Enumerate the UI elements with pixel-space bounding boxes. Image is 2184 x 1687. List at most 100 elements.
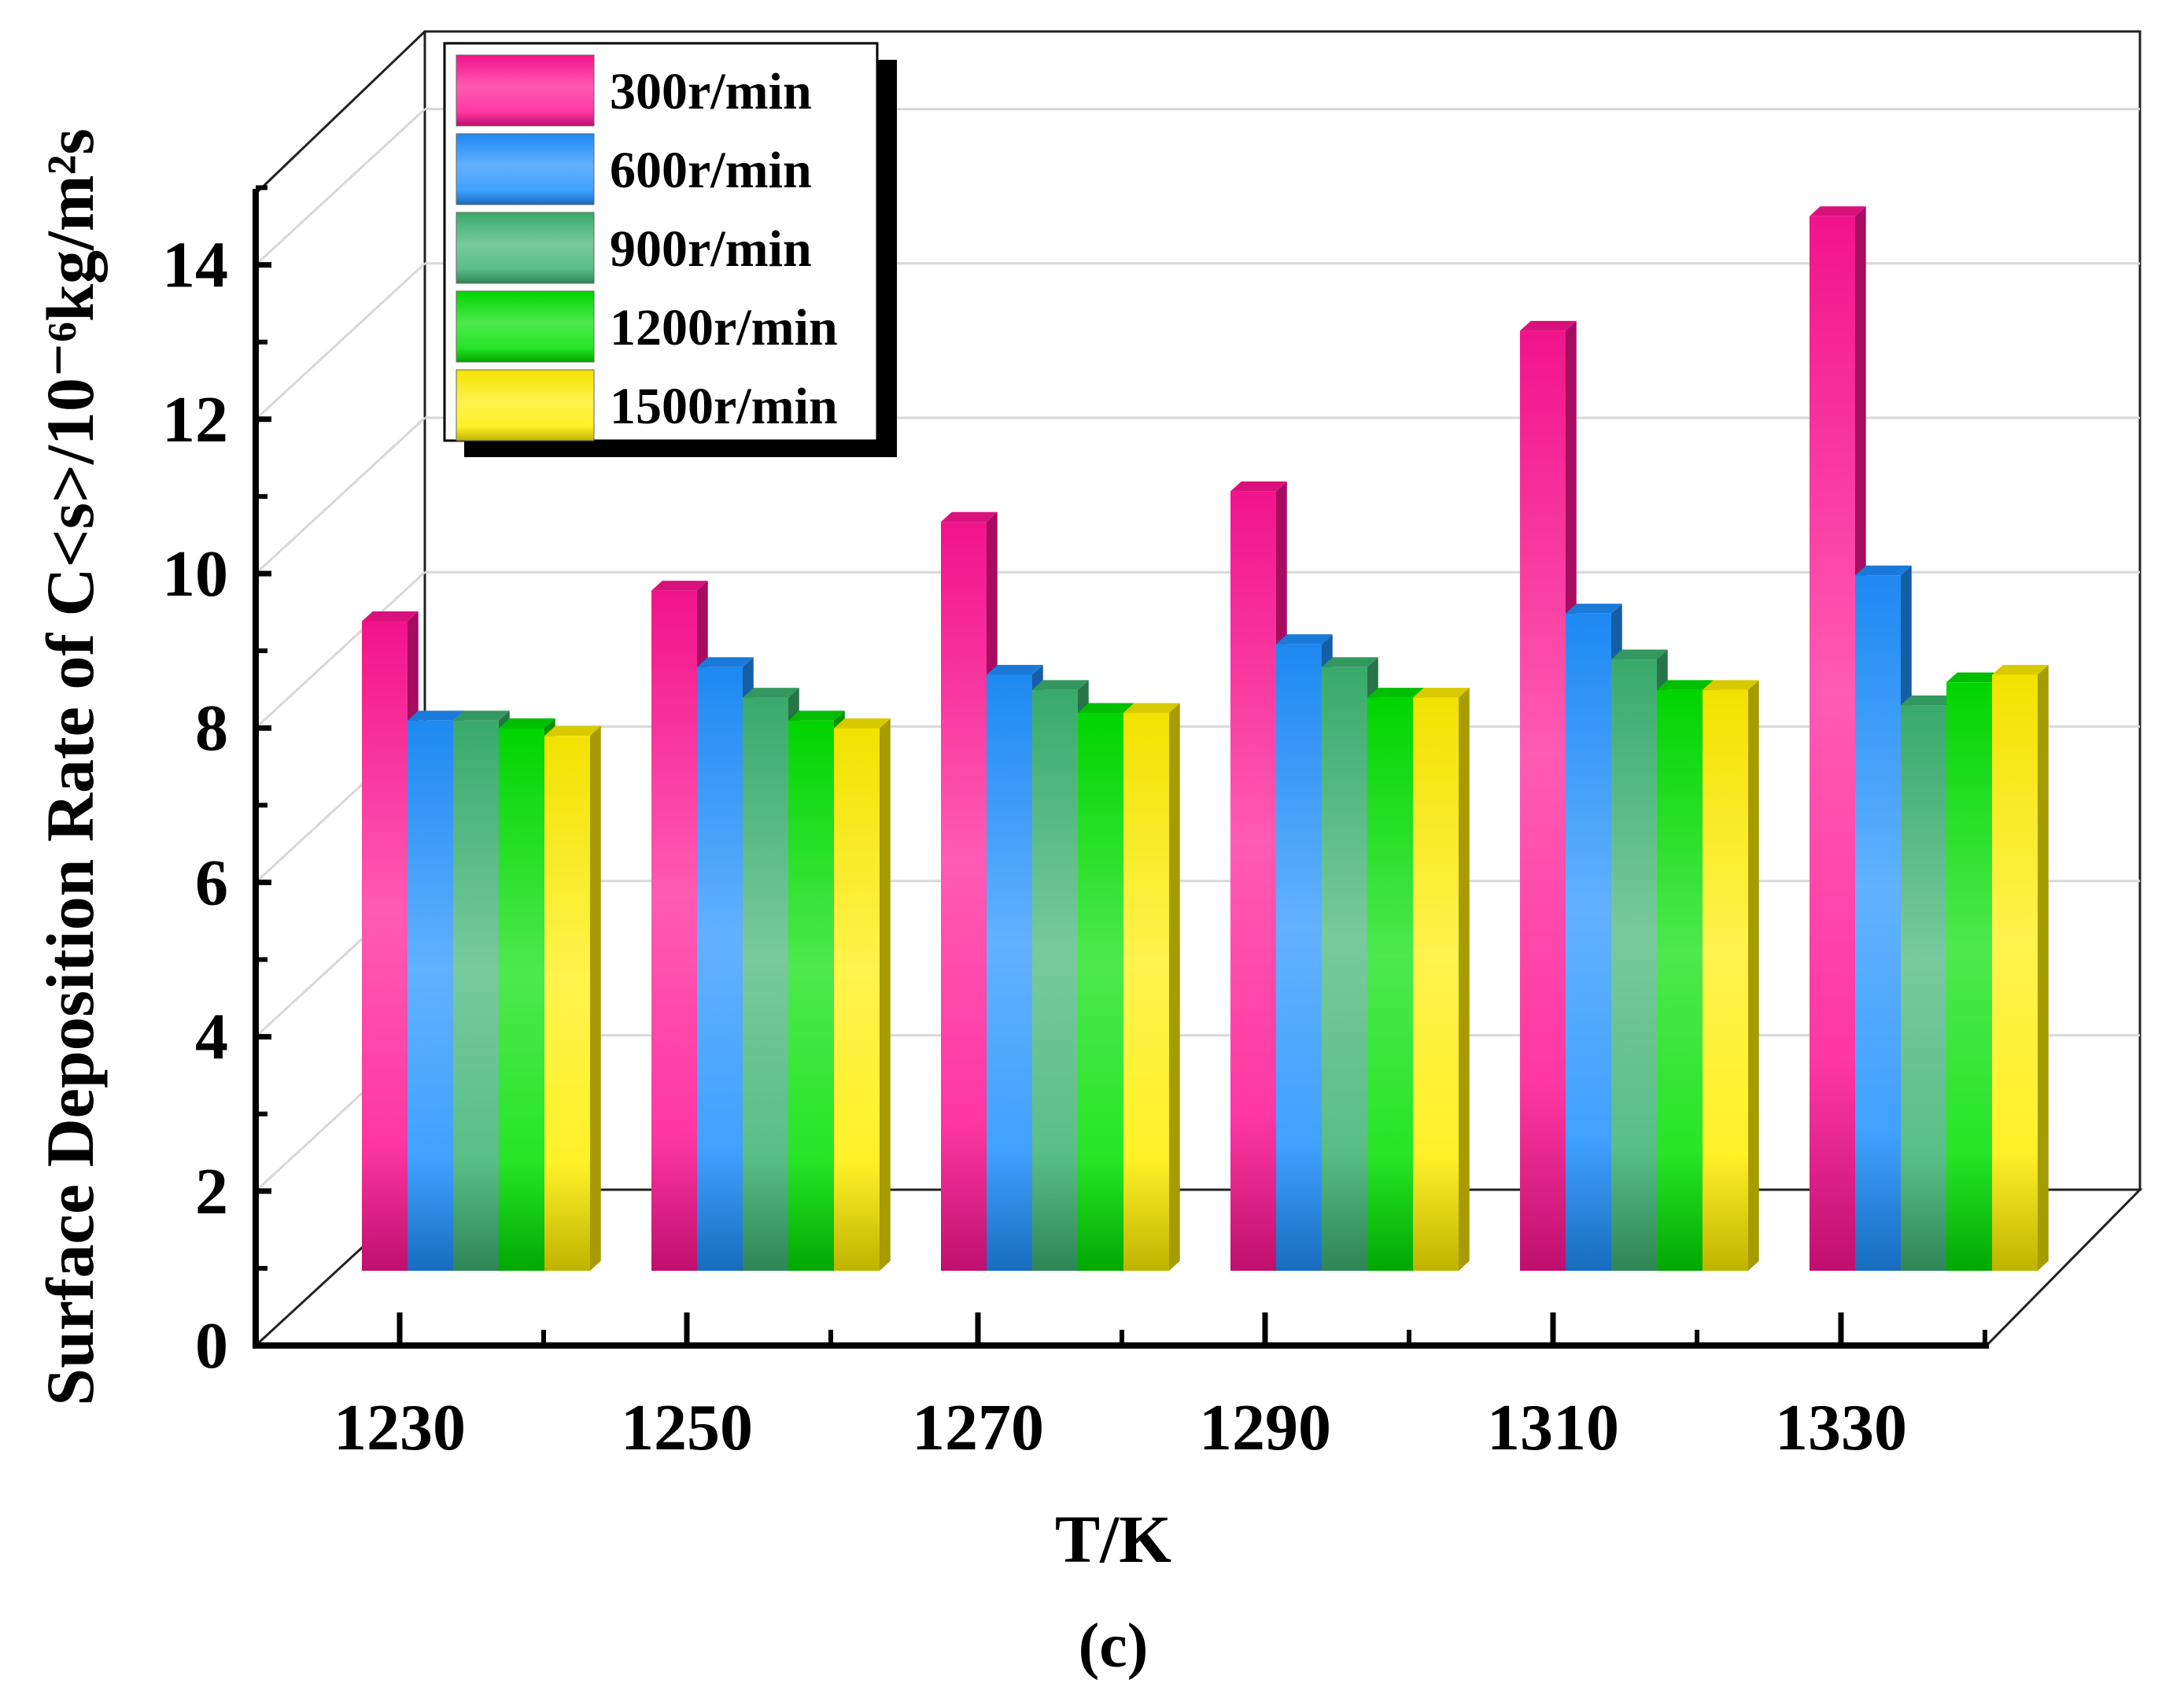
y-tick-label: 10 (162, 537, 228, 611)
legend-label: 1500r/min (610, 378, 838, 435)
gridline-side (254, 416, 426, 575)
legend-label: 300r/min (610, 63, 812, 120)
legend-swatch (456, 369, 595, 441)
bar-top (1123, 703, 1180, 714)
y-tick-label: 2 (195, 1155, 228, 1228)
bar-front (1566, 613, 1611, 1271)
bar-top (1946, 672, 2003, 683)
y-tick-label: 6 (195, 846, 228, 919)
gridline-side (254, 262, 426, 420)
bar-top (1566, 604, 1622, 614)
bar-top (1367, 688, 1424, 698)
bar-front (1810, 216, 1855, 1271)
bar-front (743, 697, 788, 1271)
top-depth-edge (254, 30, 426, 195)
bar-side (2038, 664, 2049, 1271)
bar-front (1413, 697, 1459, 1271)
bar-front (1657, 689, 1703, 1271)
bar-top (1657, 680, 1714, 690)
bar-front (499, 728, 544, 1271)
bar-front (408, 720, 453, 1271)
legend-label: 600r/min (610, 142, 812, 199)
bar (1992, 664, 2049, 1271)
legend: 300r/min 600r/min 900r/min 1200r/min 1500r/m… (443, 42, 897, 457)
bar-top (1992, 664, 2049, 675)
bar-front (544, 736, 590, 1271)
bars (362, 206, 2049, 1272)
bar-front (987, 674, 1032, 1271)
bar-front (1611, 659, 1657, 1271)
legend-swatch (456, 133, 595, 205)
bar-front (1078, 713, 1123, 1271)
bar-front (651, 590, 697, 1271)
x-tick-label: 1270 (912, 1391, 1044, 1464)
bar-front (362, 621, 408, 1271)
bar (1703, 680, 1759, 1271)
bar-top (499, 718, 555, 729)
bar-top (697, 657, 754, 667)
bar-front (834, 728, 880, 1271)
bar-top (1611, 649, 1668, 660)
bar-top (1078, 703, 1134, 714)
bar-front (1946, 682, 1992, 1271)
bar (834, 718, 891, 1271)
bar (544, 725, 601, 1271)
bar-front (1703, 689, 1748, 1271)
bar-top (1901, 695, 1957, 706)
bar-side (1748, 680, 1759, 1271)
y-ticks: 0 2 4 6 8 10 12 14 (162, 185, 271, 1382)
bar (1123, 703, 1180, 1271)
bar-front (1855, 575, 1901, 1271)
bar-front (1901, 705, 1946, 1271)
bar-top (1230, 481, 1287, 492)
bar-front (1123, 713, 1169, 1271)
bar-top (1276, 634, 1333, 644)
bar-front (1520, 330, 1566, 1272)
y-axis-title: Surface Deposition Rate of C<s>/10⁻⁶kg/m… (32, 128, 108, 1405)
bar-top (941, 511, 998, 522)
legend-swatch (456, 290, 595, 363)
x-tick-label: 1290 (1199, 1391, 1331, 1464)
x-tick-label: 1250 (621, 1391, 753, 1464)
x-tick-label: 1310 (1487, 1391, 1619, 1464)
figure-caption: (c) (1079, 1611, 1149, 1681)
bar-front (1322, 666, 1367, 1271)
bar-top (834, 718, 891, 729)
bar-front (1367, 697, 1413, 1271)
x-axis-title: T/K (1055, 1501, 1171, 1577)
bar-top (651, 581, 708, 591)
legend-swatch (456, 54, 595, 127)
legend-label: 1200r/min (610, 299, 838, 356)
bar-top (1520, 320, 1577, 331)
bar-front (697, 666, 743, 1271)
bar-front (1992, 674, 2038, 1271)
x-ticks: 1230 1250 1270 1290 1310 1330 (334, 1312, 1987, 1464)
bar-top (1703, 680, 1759, 690)
bar-side (880, 718, 891, 1271)
bar-top (1855, 565, 1912, 576)
bar-side (1169, 703, 1180, 1271)
bar-front (788, 720, 834, 1271)
gridline-side (254, 108, 426, 266)
bar-top (743, 688, 799, 698)
bar-side (590, 725, 601, 1271)
bar-front (1230, 491, 1276, 1271)
bar-top (544, 725, 601, 736)
bar-top (362, 611, 419, 622)
gridline-side (254, 571, 426, 729)
bar-top (1322, 657, 1378, 667)
bar-side (1459, 688, 1470, 1271)
bar-top (1032, 680, 1089, 690)
bar-top (987, 664, 1043, 675)
y-tick-label: 14 (162, 229, 228, 302)
x-tick-label: 1330 (1775, 1391, 1907, 1464)
bar-top (788, 711, 845, 721)
bar-front (453, 720, 499, 1271)
y-tick-label: 12 (162, 383, 228, 456)
bar-top (408, 711, 464, 721)
legend-swatch (456, 212, 595, 284)
bar-top (453, 711, 510, 721)
bar-top (1810, 206, 1866, 216)
bar-front (1032, 689, 1078, 1271)
bar-front (1276, 644, 1322, 1271)
